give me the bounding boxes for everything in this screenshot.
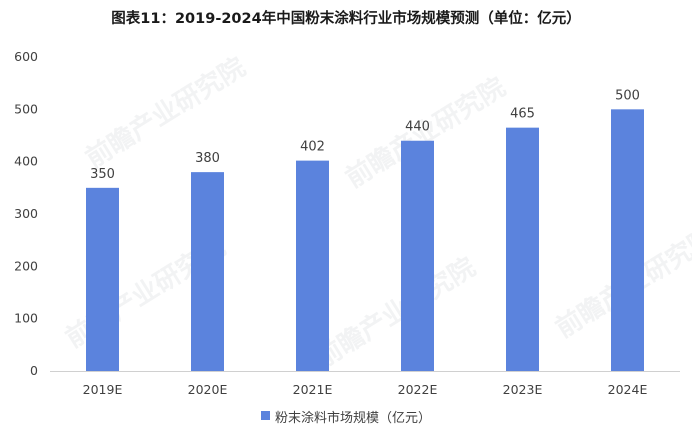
y-tick-label: 200 [14,258,38,273]
watermark-text: 前瞻产业研究院 [310,251,481,374]
legend-swatch [260,411,270,420]
data-label: 465 [510,107,535,122]
x-tick-label: 2019E [83,382,123,397]
bar [506,127,539,372]
bar [86,187,119,371]
x-tick-label: 2024E [608,382,648,397]
watermark-group: 前瞻产业研究院前瞻产业研究院前瞻产业研究院前瞻产业研究院前瞻产业研究院 [60,51,692,374]
data-label: 380 [195,151,220,166]
y-tick-label: 100 [14,311,38,326]
y-tick-label: 300 [14,206,38,221]
y-tick-label: 500 [14,101,38,116]
x-axis: 2019E 2020E 2021E 2022E 2023E 2024E [83,382,648,397]
bar [401,140,434,371]
x-tick-label: 2022E [398,382,438,397]
data-label: 350 [90,167,115,182]
chart-title: 图表11：2019-2024年中国粉末涂料行业市场规模预测（单位：亿元） [111,11,581,27]
data-label: 440 [405,120,430,135]
x-tick-label: 2021E [293,382,333,397]
data-label: 500 [615,88,640,103]
bar-chart: 前瞻产业研究院前瞻产业研究院前瞻产业研究院前瞻产业研究院前瞻产业研究院 0 100… [14,49,692,397]
y-axis: 0 100 200 300 400 500 600 [14,49,38,378]
bar [611,109,644,371]
bar [191,172,224,371]
legend: 粉末涂料市场规模（亿元） [0,407,692,426]
legend-label: 粉末涂料市场规模（亿元） [274,411,431,426]
watermark-text: 前瞻产业研究院 [80,51,251,174]
bar-series: 350 380 402 440 465 500 [86,88,644,372]
data-label: 402 [300,140,325,155]
x-tick-label: 2023E [503,382,543,397]
y-tick-label: 600 [14,49,38,64]
bar [296,160,329,371]
y-tick-label: 400 [14,154,38,169]
x-tick-label: 2020E [188,382,228,397]
y-tick-label: 0 [30,363,38,378]
